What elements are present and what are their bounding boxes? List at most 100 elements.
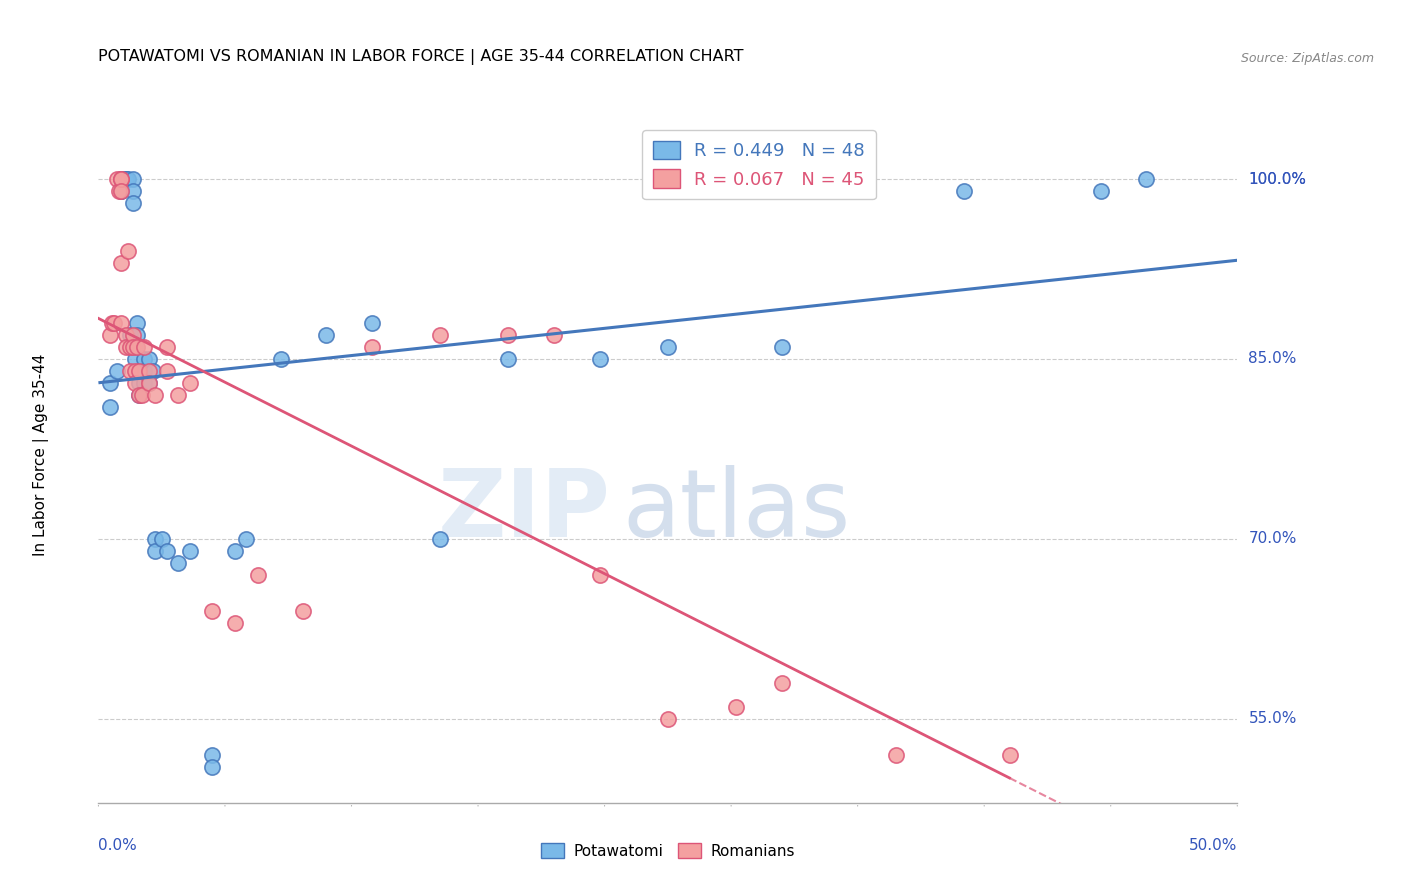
Point (120, 340, 142, 354)
Point (201, 760, 224, 774)
Text: 100.0%: 100.0% (1249, 171, 1306, 186)
Point (543, 328, 565, 343)
Point (117, 172, 139, 186)
Point (110, 172, 132, 186)
Point (132, 364, 155, 378)
Point (110, 172, 132, 186)
Point (98, 376, 121, 390)
Point (224, 615, 246, 630)
Point (770, 676, 793, 690)
Point (498, 328, 520, 343)
Text: 100.0%: 100.0% (1249, 171, 1306, 186)
Point (114, 172, 136, 186)
Point (145, 388, 167, 402)
Point (132, 376, 155, 390)
Point (588, 351, 610, 366)
Text: ZIP: ZIP (439, 465, 612, 557)
Point (360, 316, 382, 330)
Point (138, 376, 160, 390)
Point (121, 328, 143, 343)
Point (156, 340, 179, 354)
Point (292, 604, 315, 618)
Point (429, 328, 451, 343)
Point (224, 544, 246, 558)
Text: 70.0%: 70.0% (1249, 532, 1296, 547)
Point (114, 172, 136, 186)
Point (110, 256, 132, 270)
Point (121, 172, 143, 186)
Point (953, 184, 976, 198)
Point (156, 544, 179, 558)
Point (1090, 184, 1112, 198)
Point (315, 328, 337, 343)
Point (124, 376, 146, 390)
Point (588, 567, 610, 582)
Point (101, 316, 124, 330)
Point (138, 364, 160, 378)
Point (132, 351, 155, 366)
Point (127, 340, 149, 354)
Point (110, 172, 132, 186)
Point (114, 328, 136, 343)
Point (110, 184, 132, 198)
Point (128, 364, 150, 378)
Legend: Potawatomi, Romanians: Potawatomi, Romanians (534, 837, 801, 864)
Point (498, 351, 520, 366)
Point (998, 747, 1021, 762)
Point (167, 556, 190, 570)
Point (98, 400, 121, 414)
Point (725, 699, 748, 714)
Point (657, 712, 679, 726)
Point (120, 328, 142, 343)
Point (156, 364, 179, 378)
Point (110, 316, 132, 330)
Text: atlas: atlas (623, 465, 851, 557)
Point (114, 340, 136, 354)
Text: In Labor Force | Age 35-44: In Labor Force | Age 35-44 (34, 354, 49, 556)
Point (98, 328, 121, 343)
Point (117, 244, 139, 258)
Point (128, 388, 150, 402)
Point (131, 388, 153, 402)
Point (179, 376, 201, 390)
Point (235, 532, 257, 546)
Point (167, 388, 190, 402)
Point (360, 340, 382, 354)
Point (270, 351, 292, 366)
Point (657, 340, 679, 354)
Point (120, 364, 142, 378)
Text: 55.0%: 55.0% (1249, 711, 1296, 726)
Point (105, 364, 128, 378)
Point (110, 184, 132, 198)
Point (124, 364, 146, 378)
Point (124, 340, 146, 354)
Point (429, 532, 451, 546)
Text: 50.0%: 50.0% (1189, 838, 1237, 853)
Point (884, 747, 907, 762)
Point (103, 316, 125, 330)
Text: 0.0%: 0.0% (98, 838, 138, 853)
Text: POTAWATOMI VS ROMANIAN IN LABOR FORCE | AGE 35-44 CORRELATION CHART: POTAWATOMI VS ROMANIAN IN LABOR FORCE | … (98, 49, 744, 65)
Point (246, 567, 269, 582)
Point (179, 544, 201, 558)
Point (128, 388, 150, 402)
Point (110, 184, 132, 198)
Point (128, 376, 150, 390)
Point (142, 364, 165, 378)
Point (770, 340, 793, 354)
Point (131, 364, 153, 378)
Point (138, 376, 160, 390)
Point (121, 340, 143, 354)
Point (138, 351, 160, 366)
Point (121, 184, 143, 198)
Point (121, 196, 143, 211)
Point (127, 328, 149, 343)
Point (201, 747, 224, 762)
Point (108, 184, 131, 198)
Text: Source: ZipAtlas.com: Source: ZipAtlas.com (1241, 53, 1374, 65)
Point (132, 340, 155, 354)
Point (1135, 172, 1157, 186)
Point (110, 172, 132, 186)
Point (150, 532, 173, 546)
Point (145, 532, 167, 546)
